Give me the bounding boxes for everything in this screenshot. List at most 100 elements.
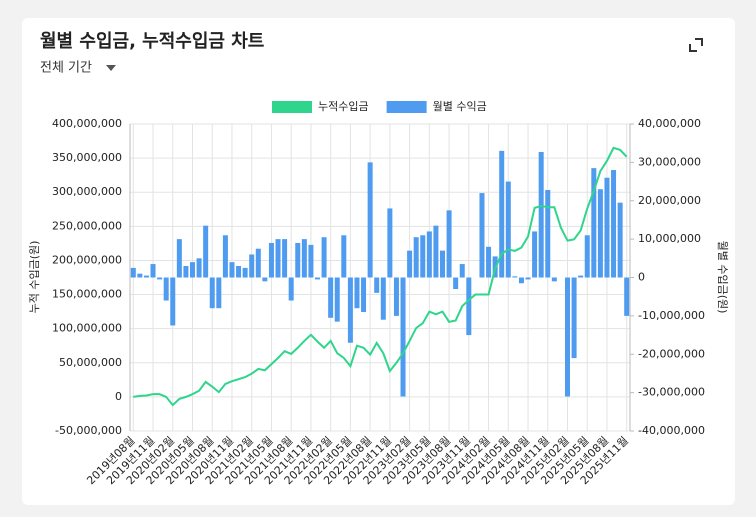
bar [183, 265, 189, 278]
y-tick-label: 200,000,000 [52, 253, 122, 266]
bar [525, 277, 531, 280]
bar [604, 177, 610, 278]
bar [361, 277, 367, 313]
bar [617, 202, 623, 278]
bar [479, 193, 485, 278]
legend-swatch [272, 101, 312, 113]
bar [354, 277, 360, 309]
y-tick-label: 100,000,000 [52, 322, 122, 335]
bar [551, 277, 557, 282]
y-tick-label: -50,000,000 [55, 424, 122, 437]
bar [203, 225, 209, 278]
bar [578, 275, 584, 278]
bar [137, 273, 143, 278]
bar [374, 277, 380, 293]
bar [367, 162, 373, 278]
bar [229, 262, 235, 278]
bar [262, 277, 268, 282]
bar [624, 277, 630, 316]
legend-label: 누적수입금 [318, 100, 369, 113]
bar [413, 237, 419, 278]
bar [571, 277, 577, 359]
bar [157, 277, 163, 280]
y-axis-title: 누적 수입금(원) [28, 241, 41, 314]
bar [255, 248, 261, 278]
bar [209, 277, 215, 309]
bar [420, 235, 426, 278]
y2-tick-label: -40,000,000 [638, 424, 705, 437]
bar [512, 276, 518, 278]
bar [143, 275, 149, 278]
bar [163, 277, 169, 301]
bar [308, 244, 314, 278]
bar [288, 277, 294, 301]
period-select[interactable]: 전체 기간 [40, 61, 92, 76]
bar [387, 208, 393, 278]
y-tick-label: 400,000,000 [52, 117, 122, 130]
y2-tick-label: 30,000,000 [638, 155, 701, 168]
bar [400, 277, 406, 397]
y2-tick-label: 0 [638, 271, 645, 284]
bar [301, 239, 307, 278]
line [133, 146, 628, 407]
bar [315, 277, 320, 280]
y-tick-label: 300,000,000 [52, 185, 122, 198]
bar [222, 235, 228, 278]
y2-tick-label: 20,000,000 [638, 194, 701, 207]
bar [538, 152, 544, 278]
bar [321, 237, 327, 278]
bar [393, 277, 399, 316]
y2-tick-label: -30,000,000 [638, 386, 705, 399]
bar [347, 277, 353, 343]
bar [584, 235, 590, 278]
bar [341, 235, 347, 278]
bar [440, 250, 445, 278]
bar [433, 225, 439, 278]
bar [407, 250, 413, 278]
bar [499, 150, 505, 278]
expand-icon[interactable] [689, 38, 703, 52]
bar [328, 277, 334, 318]
y2-tick-label: 10,000,000 [638, 232, 701, 245]
bar [545, 190, 551, 278]
bar [380, 277, 386, 320]
bar [611, 170, 617, 278]
bar [170, 277, 176, 326]
bar [426, 231, 432, 278]
legend-label: 월별 수익금 [433, 100, 487, 113]
y-tick-label: 150,000,000 [52, 288, 122, 301]
bar [532, 231, 538, 278]
bar [282, 239, 288, 278]
bar [268, 242, 274, 278]
bar [459, 264, 465, 278]
dropdown-arrow[interactable] [106, 65, 116, 71]
y-tick-label: 50,000,000 [59, 356, 122, 369]
bar [505, 181, 511, 278]
bar [518, 277, 524, 284]
bar [242, 267, 248, 278]
y-tick-label: 350,000,000 [52, 151, 122, 164]
chart-title: 월별 수입금, 누적수입금 차트 [40, 30, 264, 52]
bar [196, 258, 202, 278]
bar [249, 254, 255, 278]
bar [565, 277, 570, 397]
y-tick-label: 0 [115, 390, 122, 403]
bar [453, 277, 459, 290]
bar [486, 246, 492, 278]
bar [176, 239, 182, 278]
bar [275, 239, 281, 278]
bar [295, 242, 301, 278]
bar [591, 168, 597, 278]
bar [150, 264, 156, 278]
bar [446, 210, 452, 278]
y2-tick-label: -10,000,000 [638, 309, 705, 322]
bar [466, 277, 472, 336]
y2-tick-label: -20,000,000 [638, 347, 705, 360]
y2-tick-label: 40,000,000 [638, 117, 701, 130]
bar [216, 277, 222, 309]
bar [236, 265, 242, 278]
y2-axis-title: 월별 수입금(원) [716, 241, 729, 314]
bar [597, 189, 603, 278]
